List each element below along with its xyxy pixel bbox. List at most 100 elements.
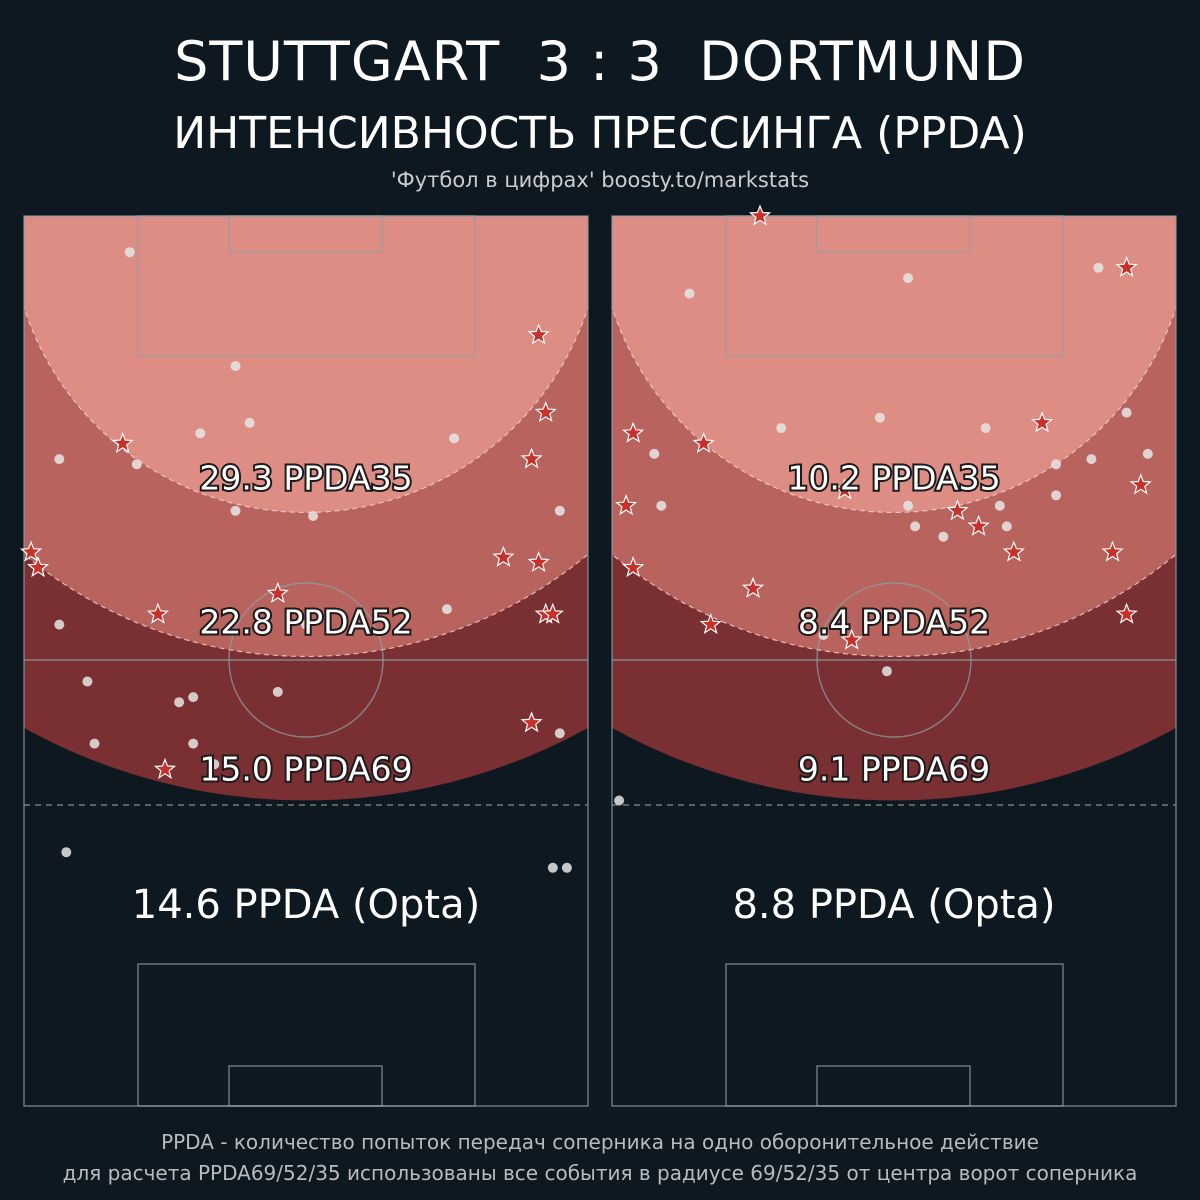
defensive-action-point [89,738,100,749]
star-event-point [27,556,50,578]
defensive-action-point [336,480,347,490]
pitch-panel-dortmund: 10.2 PPDA35 8.4 PPDA52 9.1 PPDA69 8.8 PP… [611,204,1177,1107]
star-event-point [520,447,543,469]
top-six-yard-box [228,215,383,253]
star-event-point [541,602,564,624]
defensive-action-point [209,759,220,770]
star-event-point [527,550,550,573]
star-event-point [146,602,170,624]
chart-subtitle: ИНТЕНСИВНОСТЬ ПРЕССИНГА (PPDA) [173,108,1027,159]
ppda35-label: 29.3 PPDA35 [199,459,412,498]
defensive-action-point [82,676,93,687]
ppda-labels: 10.2 PPDA35 8.4 PPDA52 9.1 PPDA69 8.8 PP… [732,457,1055,929]
defensive-action-point [54,619,65,630]
defensive-action-point [554,728,565,739]
star-event-point [748,204,772,226]
star-event-point [967,514,990,536]
defensive-action-point [442,604,452,615]
star-event-point [520,711,543,733]
defensive-action-point [910,521,921,532]
ppda69-label: 15.0 PPDA69 [199,750,412,789]
defensive-action-point [244,417,255,428]
zone-35-area [24,216,588,513]
defensive-action-point [124,247,135,258]
event-markers [614,204,1153,806]
ppda-labels: 29.3 PPDA35 22.8 PPDA52 15.0 PPDA69 14.6… [132,457,480,929]
star-event-point [615,494,638,516]
defensive-action-point [881,666,892,677]
defensive-action-point [1121,407,1132,418]
center-circle [816,582,972,738]
defensive-action-point [449,433,460,444]
ppda52-label: 8.4 PPDA52 [798,603,990,642]
star-event-point [19,540,43,562]
footer-definition: PPDA - количество попыток передач соперн… [161,1130,1039,1154]
star-event-point [741,576,765,598]
defensive-action-point [188,692,199,703]
star-event-point [534,400,557,423]
defensive-action-point [554,505,565,516]
ppda52-label: 22.8 PPDA52 [199,603,412,642]
star-event-point [153,757,177,779]
defensive-action-point [61,847,72,858]
defensive-action-point [656,500,667,511]
defensive-action-point [188,738,199,749]
defensive-action-point [684,288,695,299]
defensive-action-point [195,428,206,439]
bottom-penalty-box [137,963,476,1107]
star-event-point [1002,540,1025,562]
star-event-point [1115,256,1138,278]
pitch-markings [611,215,1177,1107]
defensive-action-point [818,630,829,640]
star-event-point [527,323,550,345]
defensive-action-point [561,862,572,873]
star-event-point [833,478,856,500]
ppda35-label: 10.2 PPDA35 [787,459,1000,498]
star-event-point [1030,411,1054,433]
defensive-action-point [938,531,949,542]
zone-35-area [612,216,1176,513]
defensive-action-point [1093,262,1104,273]
center-circle [228,582,384,738]
star-event-point [1101,540,1124,562]
defensive-action-point [903,273,914,284]
defensive-action-point [230,361,241,371]
defensive-action-point [649,448,660,459]
event-markers [19,247,572,873]
defensive-action-point [980,423,991,434]
bottom-penalty-box [725,963,1064,1107]
pitch-panel-stuttgart: 29.3 PPDA35 22.8 PPDA52 15.0 PPDA69 14.6… [19,215,589,1107]
ppda-opta-label: 14.6 PPDA (Opta) [132,882,480,928]
bottom-six-yard-box [816,1065,971,1107]
star-event-point [111,431,134,454]
defensive-action-point [308,511,319,521]
defensive-action-point [547,862,558,873]
footer-method-note: для расчета PPDA69/52/35 использованы вс… [62,1161,1138,1185]
star-event-point [946,499,969,521]
star-event-point [840,628,863,650]
defensive-action-point [1051,459,1062,470]
defensive-action-point [614,795,625,806]
defensive-action-point [1051,490,1062,501]
defensive-action-point [131,459,142,470]
star-event-point [692,431,715,454]
top-six-yard-box [816,215,971,253]
star-event-point [1115,602,1138,624]
defensive-action-point [301,619,311,630]
defensive-action-point [272,686,283,697]
star-event-point [492,545,515,567]
defensive-action-point [54,454,65,465]
bottom-six-yard-box [228,1065,383,1107]
defensive-action-point [994,500,1005,511]
defensive-action-point [776,423,787,434]
ppda69-label: 9.1 PPDA69 [798,750,990,789]
star-event-point [266,581,289,604]
defensive-action-point [874,412,885,423]
defensive-action-point [1001,521,1012,532]
defensive-action-point [1142,448,1153,459]
pitch-markings [23,215,589,1107]
defensive-action-point [903,500,914,511]
ppda-opta-label: 8.8 PPDA (Opta) [732,882,1055,928]
star-event-point [699,612,722,635]
star-event-point [622,556,645,578]
